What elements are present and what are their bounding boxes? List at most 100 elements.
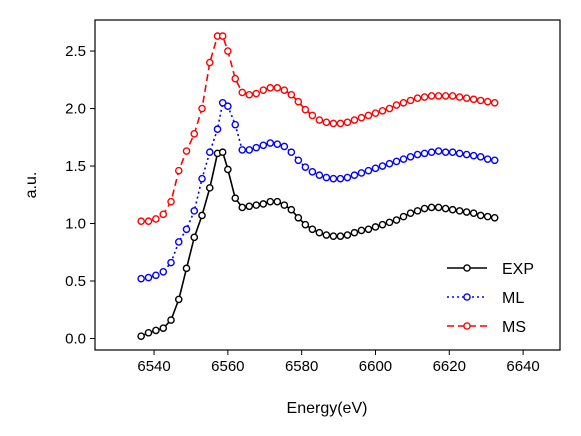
y-tick-label: 2.5 xyxy=(65,43,86,60)
data-point xyxy=(137,332,145,341)
data-point xyxy=(322,118,331,127)
data-point xyxy=(385,218,394,227)
data-point xyxy=(205,184,214,192)
y-axis-label: a.u. xyxy=(23,172,40,199)
data-point xyxy=(294,156,303,165)
data-point xyxy=(350,116,359,124)
data-point xyxy=(392,101,401,109)
data-point xyxy=(198,211,206,220)
y-axis-ticks: 0.0 0.5 1.0 1.5 2.0 2.5 xyxy=(65,43,95,348)
data-point xyxy=(159,210,168,219)
data-point xyxy=(252,143,261,152)
data-point xyxy=(301,220,310,229)
data-point xyxy=(308,167,317,176)
data-point xyxy=(350,171,359,180)
data-point xyxy=(315,116,324,124)
data-point xyxy=(406,96,415,105)
data-point xyxy=(238,203,247,212)
series-line xyxy=(140,101,495,280)
data-point xyxy=(301,105,310,114)
data-point xyxy=(343,231,352,239)
data-point xyxy=(329,119,338,128)
data-point xyxy=(476,211,485,220)
y-tick-label: 2.0 xyxy=(65,101,86,118)
data-point xyxy=(273,140,282,148)
data-point xyxy=(476,96,485,105)
data-point xyxy=(287,148,296,157)
legend-entry-ms: MS xyxy=(447,319,526,336)
data-point xyxy=(490,98,499,107)
series-ml xyxy=(137,98,499,283)
data-point xyxy=(406,153,415,161)
x-axis-ticks: 6540 6560 6580 6600 6620 6640 xyxy=(137,350,540,375)
data-point xyxy=(182,264,191,273)
data-point xyxy=(371,223,380,231)
data-point xyxy=(159,324,168,332)
data-point xyxy=(238,146,247,154)
data-point xyxy=(357,169,366,177)
data-point xyxy=(174,166,183,175)
data-point xyxy=(294,213,303,222)
data-point xyxy=(350,228,359,237)
data-point xyxy=(280,142,289,151)
data-point xyxy=(343,173,352,182)
data-point xyxy=(174,238,183,246)
data-point xyxy=(224,102,232,111)
data-point xyxy=(218,32,227,40)
data-point xyxy=(329,232,338,240)
legend-label: MS xyxy=(502,319,526,336)
series-exp xyxy=(137,148,499,341)
data-point xyxy=(371,164,380,173)
data-point xyxy=(190,130,199,138)
data-point xyxy=(144,217,153,226)
data-point xyxy=(218,148,227,157)
data-point xyxy=(434,92,443,100)
data-point xyxy=(198,104,206,113)
series-line xyxy=(140,151,495,337)
data-point xyxy=(378,162,387,170)
data-point xyxy=(476,153,485,161)
data-point xyxy=(167,316,175,324)
data-point xyxy=(462,208,471,216)
legend-marker xyxy=(463,322,471,330)
data-point xyxy=(231,74,240,83)
data-point xyxy=(448,148,457,157)
data-point xyxy=(287,90,296,99)
y-tick-label: 0.5 xyxy=(65,273,86,290)
data-point xyxy=(469,209,478,217)
data-point xyxy=(280,86,289,94)
data-point xyxy=(190,207,199,215)
data-point xyxy=(144,273,153,282)
data-point xyxy=(357,226,366,235)
series-layer xyxy=(137,32,499,341)
data-point xyxy=(336,232,345,240)
data-point xyxy=(167,258,175,267)
data-point xyxy=(385,104,394,113)
data-point xyxy=(483,155,492,163)
data-point xyxy=(137,274,145,283)
legend-label: EXP xyxy=(502,261,534,278)
data-point xyxy=(427,148,436,157)
data-point xyxy=(322,231,331,239)
data-point xyxy=(315,228,324,237)
data-point xyxy=(427,203,436,212)
data-point xyxy=(259,141,268,150)
data-point xyxy=(490,156,499,165)
x-tick-label: 6560 xyxy=(211,358,244,375)
data-point xyxy=(455,93,464,101)
data-point xyxy=(406,209,415,217)
data-point xyxy=(462,94,471,102)
data-point xyxy=(336,174,345,183)
data-point xyxy=(364,225,373,234)
data-point xyxy=(224,47,232,55)
data-point xyxy=(273,197,282,206)
data-point xyxy=(392,216,401,224)
data-point xyxy=(308,111,317,120)
data-point xyxy=(231,120,240,129)
data-point xyxy=(483,212,492,221)
x-axis-label: Energy(eV) xyxy=(287,400,368,417)
data-point xyxy=(182,225,191,234)
data-point xyxy=(364,111,373,120)
data-point xyxy=(483,97,492,106)
data-point xyxy=(205,148,214,157)
